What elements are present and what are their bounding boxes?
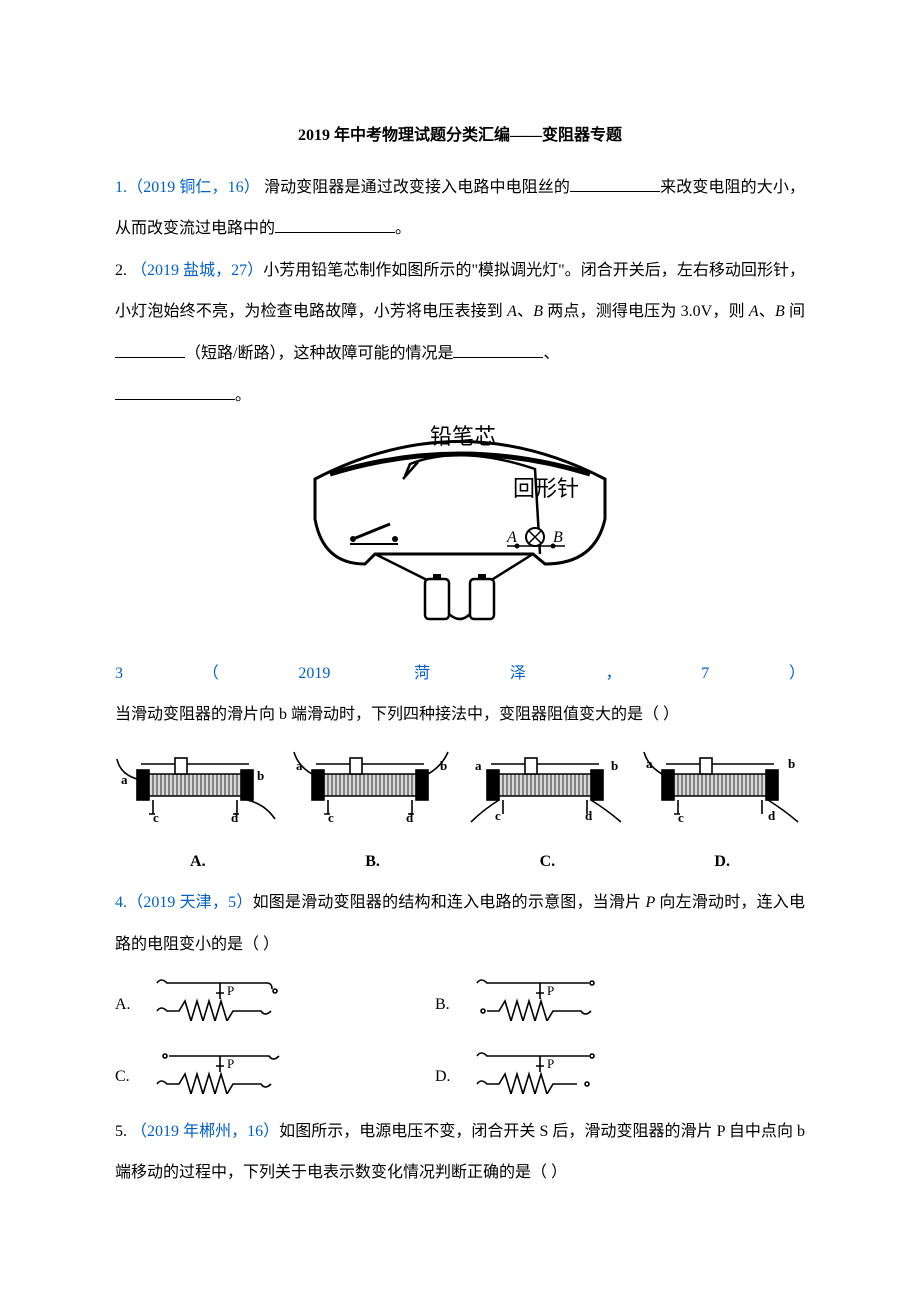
svg-text:b: b — [788, 756, 795, 771]
svg-text:P: P — [547, 983, 554, 998]
q3-label-D: D. — [639, 841, 805, 883]
q4-schematic-A: P — [145, 971, 295, 1038]
q5-ref: （2019 年郴州，16） — [131, 1123, 279, 1140]
q2-text-e: 间 — [785, 303, 805, 320]
svg-text:P: P — [547, 1056, 554, 1071]
q4-schematic-B: P — [465, 971, 615, 1038]
q1-blank-2 — [275, 219, 395, 233]
q2-A2: A — [749, 303, 759, 320]
svg-text:b: b — [611, 758, 618, 773]
svg-text:d: d — [406, 810, 414, 824]
q2-text-b: 、 — [517, 303, 533, 320]
q2-text-c: 两点，测得电压为 3.0V，则 — [543, 303, 749, 320]
svg-text:d: d — [231, 810, 239, 824]
q4-label-C: C. — [115, 1056, 145, 1098]
q2-A1: A — [507, 303, 517, 320]
svg-text:d: d — [585, 808, 593, 823]
q3-ref: 3（2019 菏泽，7） — [115, 665, 805, 682]
q3-rheostat-A: a b c d — [115, 744, 280, 824]
svg-text:a: a — [646, 756, 653, 771]
q3-options-row: a b c d A. a b c d B. — [115, 744, 805, 882]
svg-text:c: c — [153, 810, 159, 824]
svg-text:P: P — [227, 983, 234, 998]
page-title: 2019 年中考物理试题分类汇编——变阻器专题 — [115, 115, 805, 157]
svg-text:a: a — [296, 758, 303, 773]
q4-text-a: 如图是滑动变阻器的结构和连入电路的示意图，当滑片 — [253, 894, 646, 911]
q5-num: 5. — [115, 1123, 131, 1140]
q4-P: P — [645, 894, 655, 911]
q2-num: 2. — [115, 262, 131, 279]
question-1: 1.（2019 铜仁，16） 滑动变阻器是通过改变接入电路中电阻丝的来改变电阻的… — [115, 167, 805, 250]
q1-ref: 1.（2019 铜仁，16） — [115, 179, 260, 196]
q2-node-A: A — [506, 529, 517, 546]
q2-text-d: 、 — [759, 303, 775, 320]
q2-text-f: （短路/断路），这种故障可能的情况是 — [185, 345, 453, 362]
q3-text-a: 当滑动变阻器的滑片向 b 端滑动时，下列四种接法中，变阻器阻值变大的是（ ） — [115, 706, 679, 723]
svg-text:c: c — [328, 810, 334, 824]
q2-node-B: B — [553, 529, 563, 546]
q2-B1: B — [533, 303, 543, 320]
svg-text:P: P — [227, 1056, 234, 1071]
q4-label-A: A. — [115, 984, 145, 1026]
q2-blank-2 — [453, 344, 543, 358]
q3-label-C: C. — [465, 841, 631, 883]
q3-option-D: a b c d D. — [639, 744, 805, 882]
q3-option-A: a b c d A. — [115, 744, 281, 882]
q3-rheostat-B: a b c d — [290, 744, 455, 824]
q2-text-g: 、 — [543, 345, 559, 362]
q3-option-C: a b c d C. — [465, 744, 631, 882]
q1-text-a: 滑动变阻器是通过改变接入电路中电阻丝的 — [260, 179, 570, 196]
q3-label-A: A. — [115, 841, 281, 883]
q3-rheostat-C: a b c d — [465, 744, 630, 824]
svg-text:a: a — [121, 772, 128, 787]
q2-circuit-svg: 铅笔芯 回形针 A B — [295, 424, 625, 624]
q4-schematic-D: P — [465, 1044, 615, 1111]
svg-text:d: d — [768, 808, 776, 823]
question-5: 5. （2019 年郴州，16）如图所示，电源电压不变，闭合开关 S 后，滑动变… — [115, 1111, 805, 1194]
q1-blank-1 — [570, 177, 660, 191]
q2-text-h: 。 — [235, 387, 251, 404]
q2-label-pencil: 铅笔芯 — [430, 424, 496, 449]
svg-text:b: b — [440, 758, 447, 773]
question-2: 2. （2019 盐城，27）小芳用铅笔芯制作如图所示的"模拟调光灯"。闭合开关… — [115, 250, 805, 416]
q4-row-2: C. P D. P — [115, 1044, 805, 1111]
q4-row-1: A. P B. P — [115, 971, 805, 1038]
q4-label-B: B. — [435, 984, 465, 1026]
q4-schematic-C: P — [145, 1044, 295, 1111]
q2-figure: 铅笔芯 回形针 A B — [115, 424, 805, 641]
q2-blank-3 — [115, 385, 235, 399]
svg-text:a: a — [475, 758, 482, 773]
q2-blank-1 — [115, 344, 185, 358]
q2-B2: B — [775, 303, 785, 320]
q3-rheostat-D: a b c d — [640, 744, 805, 824]
svg-text:c: c — [495, 808, 501, 823]
svg-text:b: b — [257, 768, 264, 783]
q4-ref: 4.（2019 天津，5） — [115, 894, 253, 911]
q1-text-c: 。 — [395, 220, 411, 237]
q3-option-B: a b c d B. — [290, 744, 456, 882]
q2-ref: （2019 盐城，27） — [131, 262, 263, 279]
q2-label-clip: 回形针 — [513, 476, 579, 501]
q3-label-B: B. — [290, 841, 456, 883]
question-3: 3（2019 菏泽，7） 当滑动变阻器的滑片向 b 端滑动时，下列四种接法中，变阻… — [115, 653, 805, 736]
question-4: 4.（2019 天津，5）如图是滑动变阻器的结构和连入电路的示意图，当滑片 P … — [115, 882, 805, 965]
svg-text:c: c — [678, 810, 684, 824]
q4-label-D: D. — [435, 1056, 465, 1098]
